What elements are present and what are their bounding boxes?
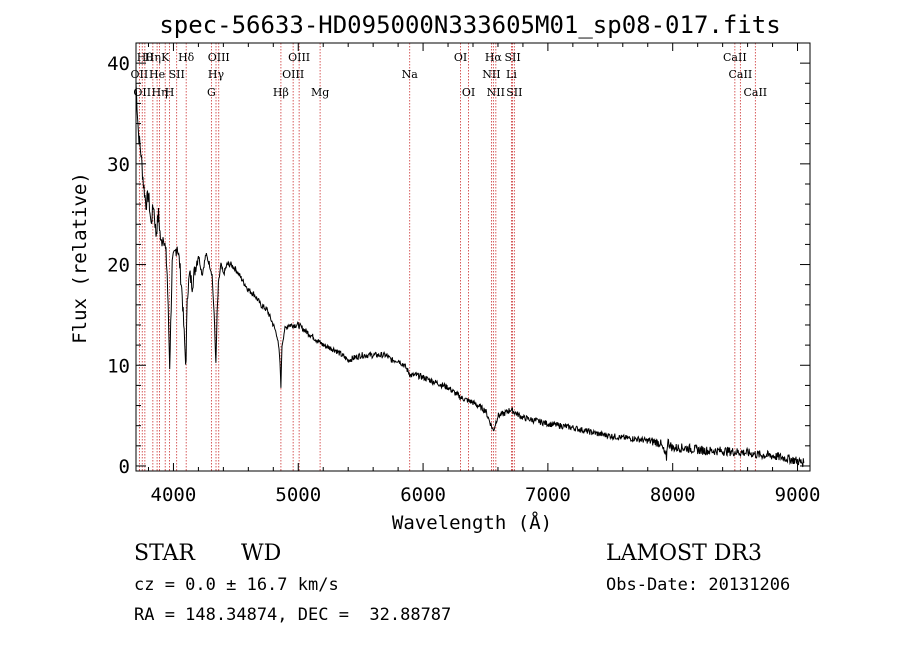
line-marker-label: Hη — [145, 51, 161, 64]
line-marker-label: Hη — [151, 86, 167, 99]
line-marker-label: Hθ — [137, 51, 154, 64]
obs-date: Obs-Date: 20131206 — [606, 575, 790, 595]
x-tick-label: 9000 — [775, 484, 821, 506]
line-marker-label: NII — [487, 86, 505, 99]
line-marker-label: SII — [169, 68, 185, 81]
y-axis-ticks: 0 10 20 30 40 — [107, 42, 810, 478]
line-marker-label: Hα — [485, 51, 503, 64]
y-tick-label: 20 — [107, 255, 130, 277]
plot-frame — [135, 42, 811, 472]
x-tick-label: 4000 — [151, 484, 197, 506]
line-marker-label: OI — [462, 86, 475, 99]
y-axis-label: Flux (relative) — [69, 172, 91, 344]
line-marker-label: OII — [131, 68, 149, 81]
line-marker-label: He — [149, 68, 165, 81]
line-marker-label: Mg — [311, 86, 329, 99]
redshift-readout: cz = 0.0 ± 16.7 km/s — [134, 575, 339, 595]
y-tick-label: 0 — [119, 456, 130, 478]
x-axis-label: Wavelength (Å) — [392, 511, 552, 534]
x-axis-ticks: 4000 5000 6000 7000 8000 9000 — [147, 43, 821, 506]
line-marker-label: Hγ — [208, 68, 225, 81]
line-marker-label: H — [165, 86, 175, 99]
line-marker-label: OII — [133, 86, 151, 99]
spectrum-series-line — [135, 83, 805, 468]
line-marker-label: SII — [504, 51, 520, 64]
coordinates: RA = 148.34874, DEC = 32.88787 — [134, 605, 451, 625]
line-marker-label: SII — [506, 86, 522, 99]
line-marker-label: CaII — [729, 68, 753, 81]
spectral-line-markers — [138, 43, 756, 471]
line-marker-label: CaII — [723, 51, 747, 64]
line-marker-label: G — [207, 86, 216, 99]
survey-name: LAMOST DR3 — [606, 541, 762, 566]
x-tick-label: 8000 — [650, 484, 696, 506]
y-tick-label: 40 — [107, 53, 130, 75]
line-marker-label: OI — [454, 51, 467, 64]
x-tick-label: 5000 — [275, 484, 321, 506]
line-marker-label: Hδ — [178, 51, 195, 64]
object-subclass: WD — [241, 541, 281, 566]
x-tick-label: 6000 — [400, 484, 446, 506]
line-marker-label: OIII — [208, 51, 230, 64]
line-marker-label: OIII — [282, 68, 304, 81]
line-marker-label: Li — [506, 68, 517, 81]
chart-title: spec-56633-HD095000N333605M01_sp08-017.f… — [159, 11, 780, 39]
object-class: STAR — [134, 541, 196, 566]
x-tick-label: 7000 — [525, 484, 571, 506]
line-marker-label: Na — [402, 68, 419, 81]
spectral-line-labels: OIIOIIHθHηHeHηKHSIIHδGHγOIIIHβOIIIOIIIMg… — [131, 51, 768, 99]
line-marker-label: OIII — [288, 51, 310, 64]
y-tick-label: 10 — [107, 355, 130, 377]
line-marker-label: Hβ — [273, 86, 289, 99]
line-marker-label: CaII — [743, 86, 767, 99]
line-marker-label: K — [161, 51, 170, 64]
y-tick-label: 30 — [107, 154, 130, 176]
line-marker-label: NII — [482, 68, 500, 81]
